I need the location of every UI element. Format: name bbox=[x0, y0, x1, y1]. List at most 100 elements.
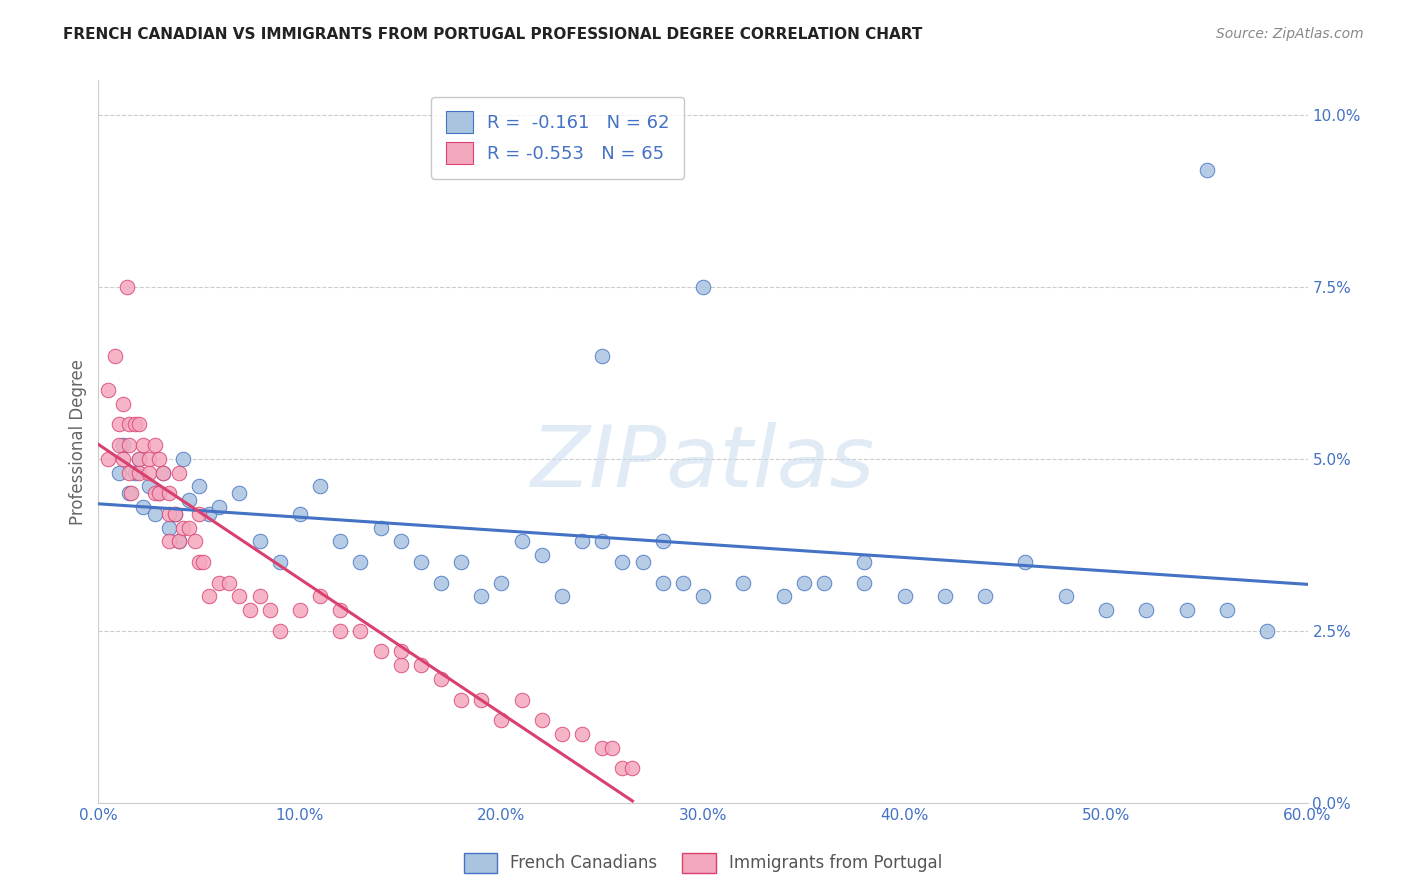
Legend: R =  -0.161   N = 62, R = -0.553   N = 65: R = -0.161 N = 62, R = -0.553 N = 65 bbox=[432, 96, 685, 178]
Point bbox=[143, 486, 166, 500]
Point bbox=[470, 692, 492, 706]
Point bbox=[329, 603, 352, 617]
Point bbox=[228, 486, 250, 500]
Point bbox=[530, 548, 553, 562]
Point bbox=[793, 575, 815, 590]
Point bbox=[132, 500, 155, 514]
Point bbox=[208, 575, 231, 590]
Point bbox=[132, 438, 155, 452]
Point bbox=[692, 279, 714, 293]
Point bbox=[491, 575, 513, 590]
Point bbox=[1054, 590, 1077, 604]
Point bbox=[329, 624, 352, 638]
Point bbox=[389, 658, 412, 673]
Point bbox=[1195, 162, 1218, 177]
Point bbox=[118, 486, 141, 500]
Point bbox=[172, 520, 194, 534]
Point bbox=[124, 466, 146, 480]
Point bbox=[115, 279, 138, 293]
Point bbox=[259, 603, 281, 617]
Point bbox=[612, 555, 634, 569]
Point bbox=[672, 575, 695, 590]
Point bbox=[218, 575, 240, 590]
Point bbox=[853, 555, 876, 569]
Point bbox=[111, 451, 134, 466]
Point bbox=[772, 590, 794, 604]
Point bbox=[602, 740, 624, 755]
Point bbox=[124, 417, 146, 432]
Point bbox=[198, 590, 221, 604]
Point bbox=[430, 672, 453, 686]
Point bbox=[349, 555, 371, 569]
Point bbox=[370, 644, 392, 658]
Point bbox=[157, 486, 180, 500]
Point bbox=[389, 644, 412, 658]
Point bbox=[111, 397, 134, 411]
Point bbox=[152, 466, 174, 480]
Point bbox=[510, 534, 533, 549]
Point bbox=[349, 624, 371, 638]
Point bbox=[309, 479, 332, 493]
Point bbox=[188, 479, 211, 493]
Point bbox=[128, 417, 150, 432]
Point bbox=[249, 590, 271, 604]
Point bbox=[1256, 624, 1278, 638]
Point bbox=[591, 349, 613, 363]
Point bbox=[120, 486, 142, 500]
Point bbox=[143, 507, 166, 521]
Point bbox=[591, 740, 613, 755]
Point bbox=[450, 555, 472, 569]
Point bbox=[651, 534, 673, 549]
Point bbox=[111, 438, 134, 452]
Point bbox=[974, 590, 997, 604]
Point bbox=[853, 575, 876, 590]
Point bbox=[172, 451, 194, 466]
Point bbox=[893, 590, 915, 604]
Point bbox=[551, 590, 574, 604]
Point bbox=[152, 466, 174, 480]
Point bbox=[188, 555, 211, 569]
Text: Source: ZipAtlas.com: Source: ZipAtlas.com bbox=[1216, 27, 1364, 41]
Point bbox=[107, 438, 129, 452]
Point bbox=[157, 520, 180, 534]
Point bbox=[612, 761, 634, 775]
Point bbox=[813, 575, 835, 590]
Point bbox=[491, 713, 513, 727]
Point bbox=[128, 451, 150, 466]
Point bbox=[167, 466, 190, 480]
Point bbox=[179, 520, 201, 534]
Point bbox=[198, 507, 221, 521]
Point bbox=[1135, 603, 1157, 617]
Point bbox=[118, 417, 141, 432]
Point bbox=[288, 603, 311, 617]
Point bbox=[138, 479, 160, 493]
Point bbox=[269, 555, 291, 569]
Point bbox=[692, 590, 714, 604]
Point bbox=[1014, 555, 1036, 569]
Point bbox=[138, 466, 160, 480]
Point bbox=[148, 486, 170, 500]
Point bbox=[409, 555, 432, 569]
Point bbox=[571, 534, 593, 549]
Point bbox=[651, 575, 673, 590]
Point bbox=[551, 727, 574, 741]
Point bbox=[288, 507, 311, 521]
Text: ZIPatlas: ZIPatlas bbox=[531, 422, 875, 505]
Point bbox=[733, 575, 755, 590]
Point bbox=[239, 603, 262, 617]
Point bbox=[163, 507, 186, 521]
Point bbox=[370, 520, 392, 534]
Point bbox=[107, 466, 129, 480]
Point bbox=[193, 555, 215, 569]
Point bbox=[208, 500, 231, 514]
Point bbox=[591, 534, 613, 549]
Point bbox=[631, 555, 654, 569]
Point bbox=[450, 692, 472, 706]
Point bbox=[167, 534, 190, 549]
Legend: French Canadians, Immigrants from Portugal: French Canadians, Immigrants from Portug… bbox=[457, 847, 949, 880]
Point bbox=[571, 727, 593, 741]
Point bbox=[118, 438, 141, 452]
Point bbox=[107, 417, 129, 432]
Point bbox=[510, 692, 533, 706]
Point bbox=[97, 383, 120, 397]
